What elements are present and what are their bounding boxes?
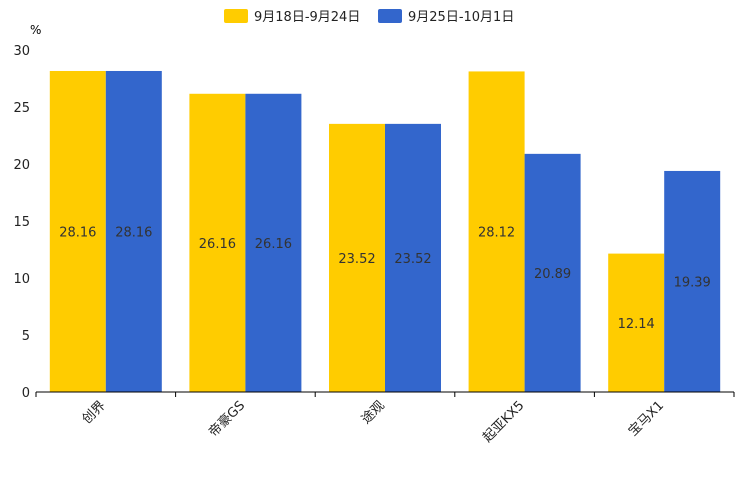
bar-2-3 xyxy=(385,123,441,392)
legend: 9月18日-9月24日 9月25日-10月1日 xyxy=(224,9,514,25)
data-label: 12.14 xyxy=(618,317,655,332)
data-label: 26.16 xyxy=(255,237,292,252)
bar-1-1 xyxy=(49,70,106,392)
data-label: 28.16 xyxy=(59,225,96,240)
legend-label-2: 9月25日-10月1日 xyxy=(408,10,514,25)
bar-1-3 xyxy=(329,123,385,392)
data-label: 19.39 xyxy=(674,275,711,290)
y-tick-label: 30 xyxy=(13,44,30,59)
bar-2-2 xyxy=(245,93,302,392)
data-label: 23.52 xyxy=(394,252,431,267)
y-tick-label: 0 xyxy=(22,386,30,401)
x-tick-label: 起亚KX5 xyxy=(480,398,527,445)
data-label: 20.89 xyxy=(534,267,571,282)
y-tick-label: 20 xyxy=(13,158,30,173)
y-tick-label: 25 xyxy=(13,101,30,116)
y-axis-unit: % xyxy=(30,23,41,37)
bar-1-5 xyxy=(608,253,665,392)
bar-1-4 xyxy=(468,71,525,392)
bar-2-5 xyxy=(664,170,721,392)
data-label: 28.12 xyxy=(478,226,515,241)
legend-swatch-2 xyxy=(378,9,402,23)
y-tick-label: 10 xyxy=(13,272,30,287)
data-label: 28.16 xyxy=(115,225,152,240)
x-tick-label: 帝豪GS xyxy=(206,398,249,441)
bar-2-1 xyxy=(105,70,162,392)
data-labels: 28.16 28.16 26.16 26.16 23.52 23.52 28.12 20.89… xyxy=(59,225,711,331)
x-tick-label: 途观 xyxy=(358,398,388,428)
y-tick-label: 5 xyxy=(22,329,30,344)
data-label: 26.16 xyxy=(199,237,236,252)
data-label: 23.52 xyxy=(338,252,375,267)
bar-1-2 xyxy=(189,93,246,392)
bars xyxy=(49,70,721,392)
x-tick-label: 宝马X1 xyxy=(626,398,667,439)
y-axis-ticks: 0 5 10 15 20 25 30 xyxy=(13,44,30,401)
x-axis: 创界 帝豪GS 途观 起亚KX5 宝马X1 xyxy=(35,391,735,445)
y-tick-label: 15 xyxy=(13,215,30,230)
legend-swatch-1 xyxy=(224,9,248,23)
legend-label-1: 9月18日-9月24日 xyxy=(254,10,360,25)
x-tick-label: 创界 xyxy=(80,398,109,427)
bar-2-4 xyxy=(524,153,581,392)
